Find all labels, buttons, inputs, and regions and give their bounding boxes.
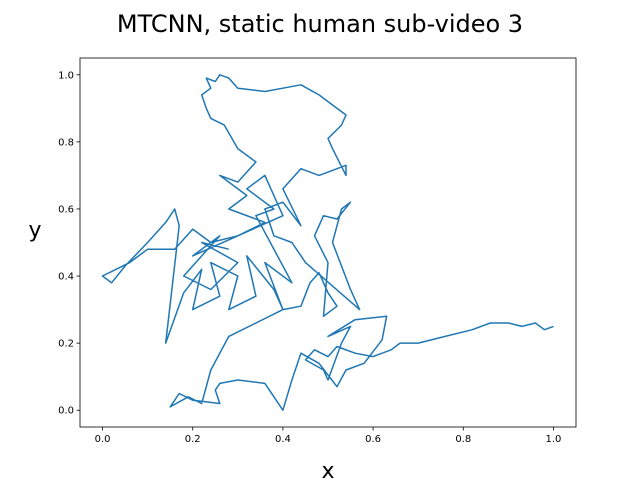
plot-frame [79, 57, 577, 428]
x-tick-label: 0.6 [365, 434, 381, 445]
y-tick-label: 0.0 [58, 406, 74, 417]
x-tick-label: 0.0 [95, 434, 111, 445]
trajectory-line [101, 74, 554, 411]
x-tick-label: 0.4 [275, 434, 291, 445]
y-axis-label: y [28, 218, 41, 243]
y-tick-label: 0.8 [58, 137, 74, 148]
y-tick-label: 0.2 [58, 339, 74, 350]
y-tick-label: 1.0 [58, 70, 74, 81]
y-tick-label: 0.4 [58, 272, 74, 283]
x-tick-label: 0.2 [185, 434, 201, 445]
chart-title: MTCNN, static human sub-video 3 [117, 10, 523, 38]
x-tick-label: 0.8 [455, 434, 471, 445]
x-tick-label: 1.0 [546, 434, 562, 445]
y-tick-label: 0.6 [58, 204, 74, 215]
x-axis-label: x [321, 459, 334, 480]
